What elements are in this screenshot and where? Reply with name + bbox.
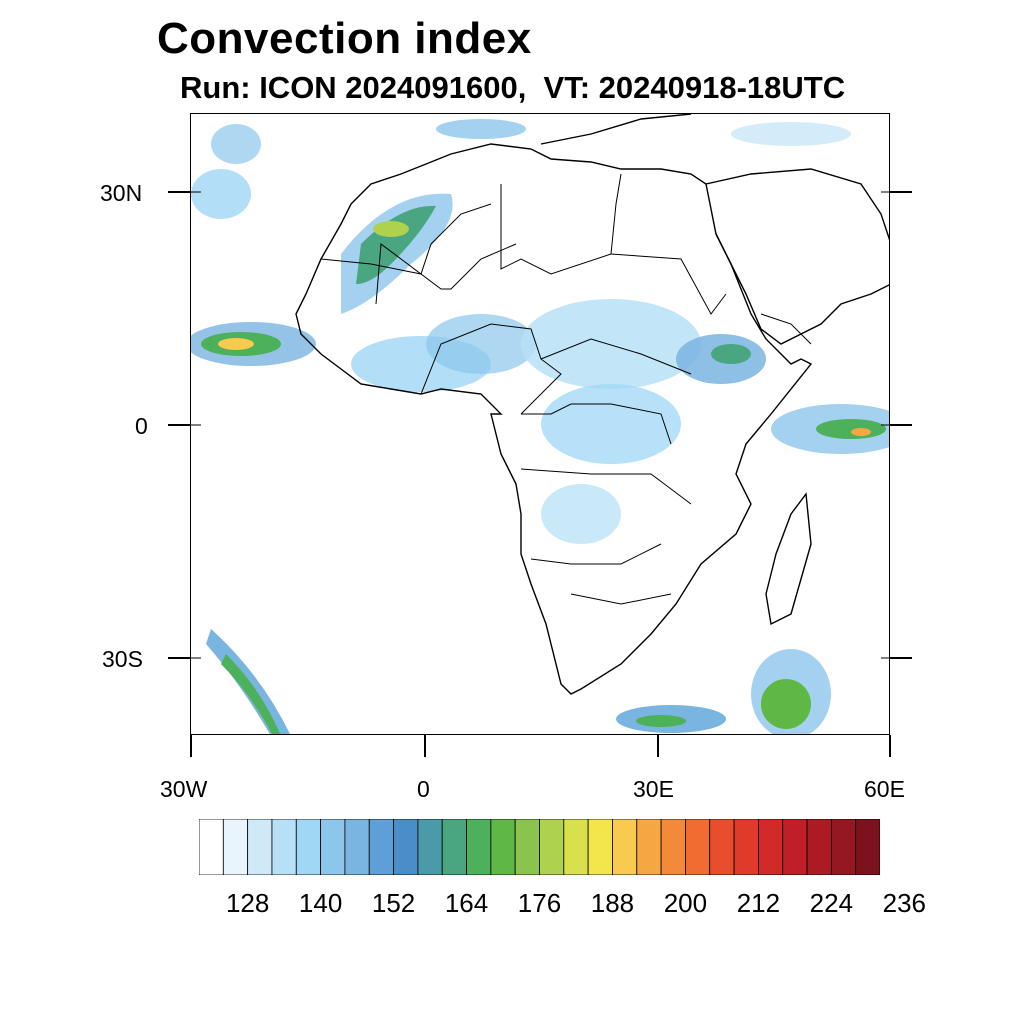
lat-label-0: 0 xyxy=(135,413,148,439)
tick-lat-30n xyxy=(168,191,190,193)
colorbar-swatch xyxy=(539,819,565,875)
lon-label-0: 0 xyxy=(417,776,430,802)
colorbar-label: 140 xyxy=(298,888,343,918)
colorbar-swatch xyxy=(685,819,711,875)
colorbar-swatch xyxy=(733,819,759,875)
colorbar-swatch xyxy=(782,819,808,875)
tick-lon-30e xyxy=(657,735,659,757)
colorbar-swatch xyxy=(320,819,346,875)
colorbar-swatch xyxy=(757,819,784,875)
tick-lon-60e xyxy=(889,735,891,757)
coastlines xyxy=(295,114,889,695)
tick-lat-30s-right xyxy=(890,657,912,659)
colorbar-swatch xyxy=(417,819,443,875)
colorbar-swatch xyxy=(830,819,857,875)
colorbar-label: 128 xyxy=(225,888,270,918)
tick-lon-0 xyxy=(424,735,426,757)
colorbar-label: 152 xyxy=(371,888,416,918)
chart-subtitle: Run: ICON 2024091600, VT: 20240918-18UTC xyxy=(180,70,846,105)
colorbar-label: 212 xyxy=(736,888,781,918)
colorbar-swatch xyxy=(612,819,638,875)
colorbar-swatch xyxy=(271,819,297,875)
colorbar-label: 200 xyxy=(663,888,708,918)
colorbar-swatch xyxy=(466,819,492,875)
map-panel xyxy=(190,113,890,735)
colorbar-swatch xyxy=(514,819,540,875)
colorbar-swatch xyxy=(295,819,322,875)
inner-ticks xyxy=(191,191,889,659)
colorbar-label: 188 xyxy=(590,888,635,918)
colorbar xyxy=(199,819,880,875)
colorbar-swatch xyxy=(368,819,394,875)
colorbar-swatch xyxy=(441,819,467,875)
colorbar-swatch xyxy=(660,819,686,875)
colorbar-swatch xyxy=(636,819,662,875)
chart-title: Convection index xyxy=(157,14,532,63)
colorbar-swatch xyxy=(855,819,880,875)
tick-lat-0-right xyxy=(890,424,912,426)
tick-lon-30w xyxy=(190,735,192,757)
colorbar-swatch xyxy=(563,819,589,875)
colorbar-swatch xyxy=(587,819,613,875)
colorbar-swatch xyxy=(247,819,273,875)
colorbar-label: 164 xyxy=(444,888,489,918)
colorbar-label: 224 xyxy=(809,888,854,918)
colorbar-label: 176 xyxy=(517,888,562,918)
colorbar-swatch xyxy=(199,819,224,875)
colorbar-swatch xyxy=(344,819,370,875)
colorbar-swatch xyxy=(709,819,735,875)
lat-label-30s: 30S xyxy=(102,646,143,672)
tick-lat-30n-right xyxy=(890,191,912,193)
lon-label-30e: 30E xyxy=(633,776,674,802)
lon-label-30w: 30W xyxy=(160,776,208,802)
convection-field xyxy=(191,119,889,734)
colorbar-swatch xyxy=(222,819,249,875)
tick-lat-0 xyxy=(168,424,190,426)
colorbar-swatch xyxy=(490,819,516,875)
country-borders xyxy=(320,173,812,605)
lat-label-30n: 30N xyxy=(100,180,143,206)
colorbar-swatch xyxy=(806,819,832,875)
lon-label-60e: 60E xyxy=(864,776,905,802)
colorbar-swatch xyxy=(393,819,419,875)
colorbar-label: 236 xyxy=(882,888,927,918)
map-canvas xyxy=(191,114,889,734)
tick-lat-30s xyxy=(168,657,190,659)
